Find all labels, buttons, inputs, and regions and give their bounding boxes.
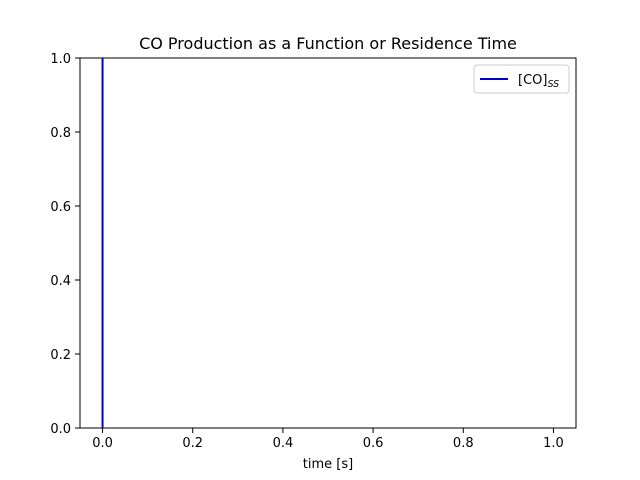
x-axis-label: time [s]	[303, 457, 353, 472]
plot-area	[79, 57, 577, 429]
legend-label-co-ss: [CO]SS	[518, 73, 559, 90]
x-tick-label: 0.6	[363, 436, 384, 451]
y-tick-label: 1.0	[50, 52, 71, 67]
y-tick-label: 0.6	[50, 200, 71, 215]
y-axis: 0.0 0.2 0.4 0.6 0.8 1.0	[50, 52, 80, 437]
y-tick-label: 0.2	[50, 348, 71, 363]
x-tick-label: 1.0	[543, 436, 564, 451]
x-axis: 0.0 0.2 0.4 0.6 0.8 1.0	[92, 428, 564, 451]
x-tick-label: 0.8	[453, 436, 474, 451]
y-tick-label: 0.4	[50, 274, 71, 289]
legend-label-main: [CO]	[518, 73, 547, 88]
x-tick-label: 0.0	[92, 436, 113, 451]
legend-label-subscript: SS	[547, 79, 559, 90]
chart-title: CO Production as a Function or Residence…	[139, 34, 517, 53]
y-tick-label: 0.8	[50, 126, 71, 141]
y-tick-label: 0.0	[50, 422, 71, 437]
legend: [CO]SS	[473, 64, 570, 94]
axes-frame	[79, 57, 577, 429]
legend-box	[473, 64, 570, 94]
x-tick-label: 0.2	[182, 436, 203, 451]
x-tick-label: 0.4	[273, 436, 294, 451]
